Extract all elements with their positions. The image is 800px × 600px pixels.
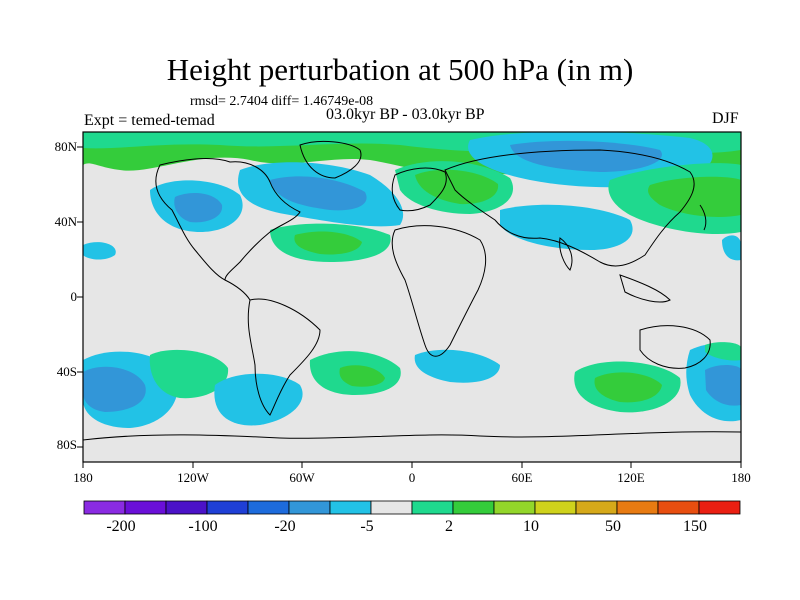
contour-spac-core — [83, 366, 146, 412]
colorbar-swatch — [493, 500, 536, 515]
lon-label-120w: 120W — [177, 470, 209, 485]
colorbar — [83, 500, 741, 515]
lat-label-0: 0 — [70, 289, 78, 304]
colorbar-swatch — [575, 500, 618, 515]
figure-title: Height perturbation at 500 hPa (in m) — [166, 52, 634, 87]
colorbar-label: 10 — [523, 518, 539, 535]
colorbar-swatch — [534, 500, 577, 515]
colorbar-swatch — [124, 500, 167, 515]
coast-north-america — [155, 158, 301, 281]
lat-label-40n: 40N — [54, 214, 77, 229]
colorbar-swatch — [657, 500, 700, 515]
coast-seasia — [619, 274, 671, 303]
contour-wpac-core — [648, 176, 741, 217]
colorbar-swatch — [288, 500, 331, 515]
colorbar-swatch — [165, 500, 208, 515]
coast-australia — [639, 325, 711, 369]
coast-asia — [444, 149, 695, 267]
coast-south-america — [247, 298, 321, 416]
coast-central-america — [224, 279, 251, 301]
colorbar-label: 50 — [605, 518, 621, 535]
colorbar-label: 150 — [683, 518, 707, 535]
colorbar-label: -20 — [274, 518, 296, 535]
colorbar-swatch — [616, 500, 659, 515]
lon-label-180w: 180 — [73, 470, 93, 485]
colorbar-label: -100 — [188, 518, 218, 535]
colorbar-label: -5 — [360, 518, 374, 535]
coast-greenland — [299, 140, 362, 179]
period-label: 03.0kyr BP - 03.0kyr BP — [326, 106, 485, 123]
colorbar-swatch — [698, 500, 741, 515]
contour-europe-core — [415, 169, 499, 205]
contour-satl-core — [339, 365, 385, 387]
lat-label-80s: 80S — [56, 437, 77, 452]
stats-line: rmsd= 2.7404 diff= 1.46749e-08 — [190, 94, 374, 109]
season-label: DJF — [712, 110, 739, 127]
lon-label-0: 0 — [408, 470, 416, 485]
coast-antarctica — [83, 431, 741, 441]
contour-safr-negative — [414, 349, 500, 383]
lon-label-180e: 180 — [731, 470, 751, 485]
colorbar-label: 2 — [445, 518, 453, 535]
contour-npac-core — [174, 193, 223, 223]
colorbar-swatch — [247, 500, 290, 515]
contour-samer-negative — [214, 373, 303, 426]
contour-atl-core — [294, 231, 362, 255]
coastlines — [83, 140, 741, 441]
coast-japan — [699, 204, 707, 231]
contour-siberia-core — [510, 140, 662, 172]
experiment-label: Expt = temed-temad — [84, 112, 215, 129]
lon-label-120e: 120E — [617, 470, 645, 485]
contour-natl-core — [270, 176, 367, 211]
colorbar-swatch — [83, 500, 126, 515]
contour-sind-core — [594, 372, 662, 403]
colorbar-label: -200 — [106, 518, 136, 535]
lat-label-40s: 40S — [56, 364, 77, 379]
contour-etrop-negative — [722, 235, 741, 261]
contour-fills — [83, 132, 741, 428]
colorbar-swatch — [411, 500, 454, 515]
lon-label-60e: 60E — [511, 470, 533, 485]
colorbar-swatch — [370, 500, 413, 515]
coast-europe — [391, 167, 447, 212]
coast-india — [559, 237, 573, 271]
contour-sipac-core — [705, 365, 741, 406]
contour-nz-positive — [705, 342, 741, 361]
contour-wtrop-negative — [83, 242, 116, 260]
coast-africa — [391, 225, 487, 357]
contour-spac-positive — [149, 349, 229, 399]
colorbar-swatch — [329, 500, 372, 515]
axis-ticks — [77, 146, 742, 468]
lon-label-60w: 60W — [289, 470, 315, 485]
lat-label-80n: 80N — [54, 139, 77, 154]
colorbar-swatch — [452, 500, 495, 515]
colorbar-swatch — [206, 500, 249, 515]
